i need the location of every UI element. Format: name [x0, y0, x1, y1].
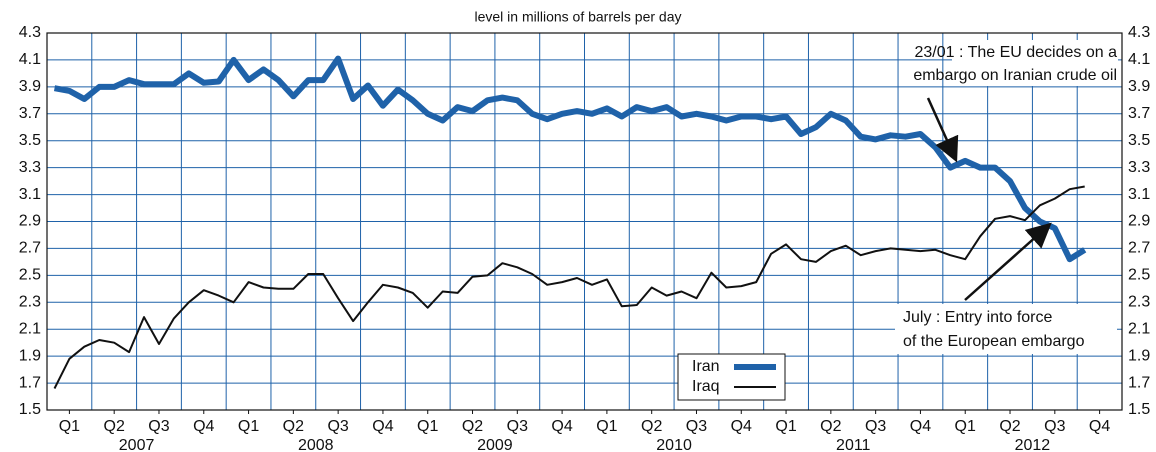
y-tick-label: 4.1	[1128, 51, 1150, 68]
x-tick-label: Q2	[641, 418, 662, 435]
x-tick-label: Q1	[955, 418, 976, 435]
x-tick-label: Q2	[820, 418, 841, 435]
annotation: 23/01 : The EU decides on a	[914, 44, 1117, 61]
legend-label: Iran	[692, 358, 720, 375]
x-tick-label: Q1	[238, 418, 259, 435]
y-tick-label: 3.7	[19, 105, 41, 122]
x-tick-label: Q4	[551, 418, 572, 435]
y-tick-label: 4.1	[19, 51, 41, 68]
x-tick-label: Q1	[596, 418, 617, 435]
year-label: 2008	[298, 437, 334, 452]
y-tick-label: 4.3	[19, 24, 41, 41]
x-tick-label: Q3	[327, 418, 348, 435]
year-label: 2011	[836, 437, 871, 452]
y-tick-label: 1.5	[1128, 401, 1150, 418]
x-tick-label: Q2	[999, 418, 1020, 435]
y-tick-label: 2.1	[19, 320, 41, 337]
x-tick-label: Q4	[731, 418, 752, 435]
x-tick-label: Q3	[1044, 418, 1065, 435]
x-tick-label: Q4	[193, 418, 214, 435]
y-tick-label: 2.5	[19, 267, 41, 284]
year-label: 2012	[1015, 437, 1051, 452]
y-tick-label: 2.7	[19, 240, 41, 257]
plot-border	[46, 32, 1123, 411]
y-tick-label: 3.9	[19, 78, 41, 95]
legend-label: Iraq	[692, 378, 720, 395]
y-tick-label: 3.3	[19, 159, 41, 176]
y-tick-label: 1.9	[19, 347, 41, 364]
x-tick-label: Q1	[417, 418, 438, 435]
x-tick-label: Q2	[104, 418, 125, 435]
annotation: July : Entry into force	[903, 309, 1052, 326]
x-tick-label: Q4	[1089, 418, 1110, 435]
y-tick-label: 3.1	[19, 186, 41, 203]
y-tick-label: 1.5	[19, 401, 41, 418]
x-tick-label: Q3	[148, 418, 169, 435]
y-tick-label: 2.5	[1128, 267, 1150, 284]
y-tick-label: 2.3	[1128, 294, 1150, 311]
chart-title: level in millions of barrels per day	[475, 9, 682, 25]
year-label: 2007	[119, 437, 155, 452]
y-tick-label: 3.1	[1128, 186, 1150, 203]
y-tick-label: 2.7	[1128, 240, 1150, 257]
y-tick-label: 1.7	[19, 374, 41, 391]
y-tick-label: 4.3	[1128, 24, 1150, 41]
x-tick-label: Q2	[462, 418, 483, 435]
legend-box	[677, 353, 786, 401]
year-label: 2010	[656, 437, 692, 452]
annotation-bg	[952, 40, 1118, 86]
x-tick-label: Q1	[59, 418, 80, 435]
annotation: of the European embargo	[903, 333, 1085, 350]
x-tick-label: Q3	[865, 418, 886, 435]
y-tick-label: 3.5	[19, 132, 41, 149]
y-tick-label: 3.9	[1128, 78, 1150, 95]
y-tick-label: 2.3	[19, 294, 41, 311]
x-tick-label: Q4	[372, 418, 393, 435]
y-tick-label: 1.9	[1128, 347, 1150, 364]
year-label: 2009	[477, 437, 513, 452]
y-tick-label: 1.7	[1128, 374, 1150, 391]
series-line	[53, 185, 1085, 389]
x-tick-label: Q4	[910, 418, 931, 435]
x-tick-label: Q1	[775, 418, 796, 435]
annotation-arrow	[926, 97, 959, 163]
series-line	[53, 55, 1087, 263]
y-tick-label: 3.7	[1128, 105, 1150, 122]
annotation-arrow	[964, 222, 1052, 301]
y-tick-label: 3.5	[1128, 132, 1150, 149]
y-tick-label: 3.3	[1128, 159, 1150, 176]
x-tick-label: Q3	[686, 418, 707, 435]
y-tick-label: 2.1	[1128, 320, 1150, 337]
annotation: embargo on Iranian crude oil	[913, 67, 1117, 84]
x-tick-label: Q3	[507, 418, 528, 435]
annotation-bg	[895, 304, 1117, 354]
y-tick-label: 2.9	[1128, 213, 1150, 230]
y-tick-label: 2.9	[19, 213, 41, 230]
x-tick-label: Q2	[283, 418, 304, 435]
